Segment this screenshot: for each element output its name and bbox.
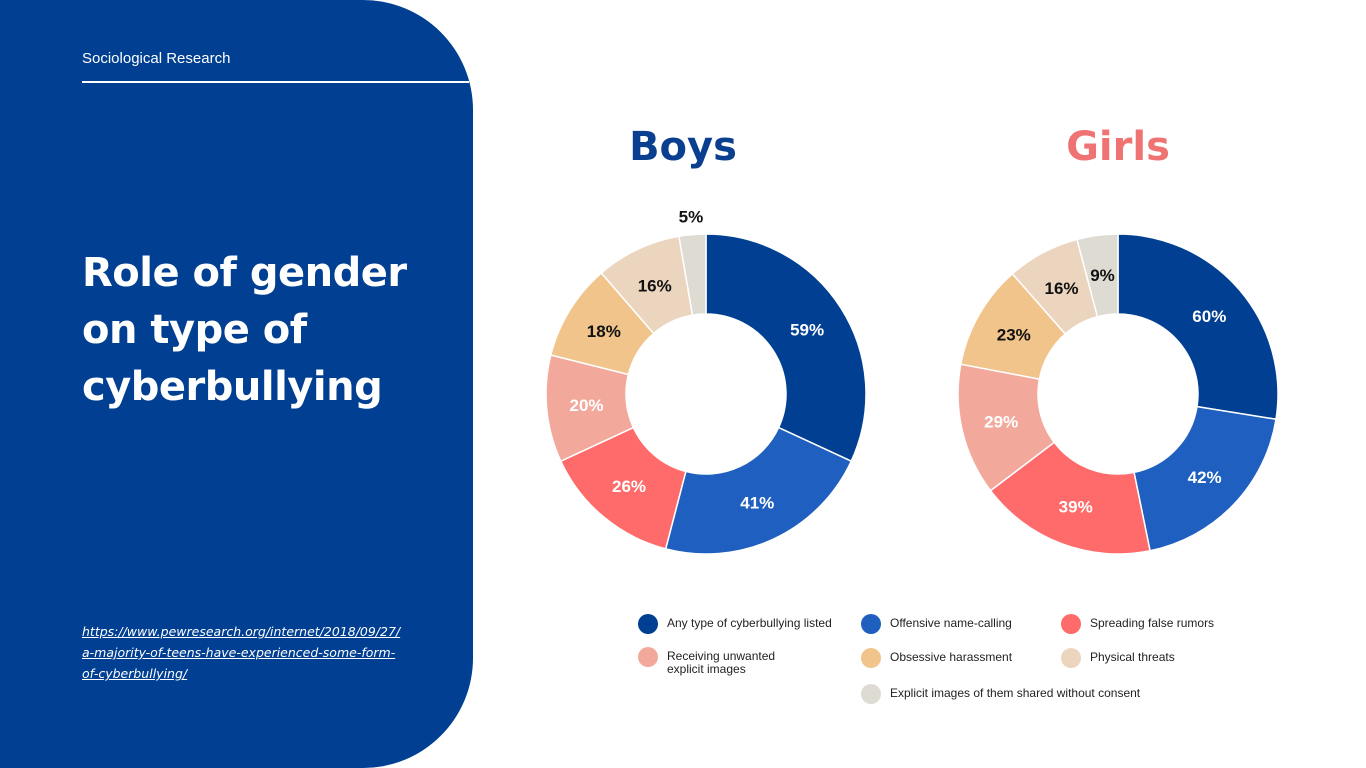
legend-item-obsessive-harassment: Obsessive harassment [861,648,1013,668]
legend-label: Explicit images of them shared without c… [890,686,1141,700]
girls-data-label-false-rumors: 39% [1059,497,1093,516]
legend-item-shared-without-consent: Explicit images of them shared without c… [861,684,1141,704]
slide-title: Role of gender on type of cyberbullying [82,250,407,410]
girls-data-label-name-calling: 42% [1188,468,1222,487]
legend-swatch-explicit-images [638,647,658,667]
girls-slice-any-type [1117,233,1279,421]
boys-chart-title: Boys [629,124,737,170]
legend-item-explicit-images: Receiving unwanted explicit images [638,647,776,676]
legend-swatch-name-calling [861,614,881,634]
boys-data-label-obsessive-harassment: 18% [587,322,621,341]
legend-label: Any type of cyberbullying listed [667,616,832,630]
legend-item-physical-threats: Physical threats [1061,648,1175,668]
legend-item-false-rumors: Spreading false rumors [1061,614,1215,634]
legend-label: Obsessive harassment [890,650,1013,664]
girls-slice-false-rumors [989,441,1151,555]
girls-slice-name-calling [1133,405,1277,552]
legend-swatch-shared-without-consent [861,684,881,704]
legend-swatch-obsessive-harassment [861,648,881,668]
boys-slice-shared-without-consent [678,233,707,317]
source-link[interactable]: https://www.pewresearch.org/internet/201… [82,624,401,681]
boys-data-label-any-type: 59% [790,320,824,339]
legend-swatch-any-type [638,614,658,634]
legend-swatch-physical-threats [1061,648,1081,668]
legend-label: Spreading false rumors [1090,616,1215,630]
legend-item-name-calling: Offensive name-calling [861,614,1012,634]
boys-data-label-false-rumors: 26% [612,477,646,496]
girls-data-label-explicit-images: 29% [984,412,1018,431]
boys-slice-any-type [705,233,867,463]
legend-label: Physical threats [1090,650,1175,664]
boys-data-label-name-calling: 41% [740,493,774,512]
title-panel [0,0,473,768]
girls-data-label-any-type: 60% [1192,307,1226,326]
girls-data-label-shared-without-consent: 9% [1090,266,1115,285]
boys-data-label-explicit-images: 20% [570,396,604,415]
girls-data-label-obsessive-harassment: 23% [997,325,1031,344]
legend-swatch-false-rumors [1061,614,1081,634]
header-divider [82,81,469,83]
girls-slice-shared-without-consent [1076,233,1119,318]
legend-label: Receiving unwanted explicit images [667,649,776,676]
girls-data-label-physical-threats: 16% [1045,279,1079,298]
legend-label: Offensive name-calling [890,616,1012,630]
girls-chart-title: Girls [1066,124,1170,170]
boys-slice-name-calling [664,426,853,555]
boys-data-label-physical-threats: 16% [638,277,672,296]
boys-data-label-shared-without-consent: 5% [679,208,704,227]
legend-item-any-type: Any type of cyberbullying listed [638,614,832,634]
section-label: Sociological Research [82,50,231,67]
